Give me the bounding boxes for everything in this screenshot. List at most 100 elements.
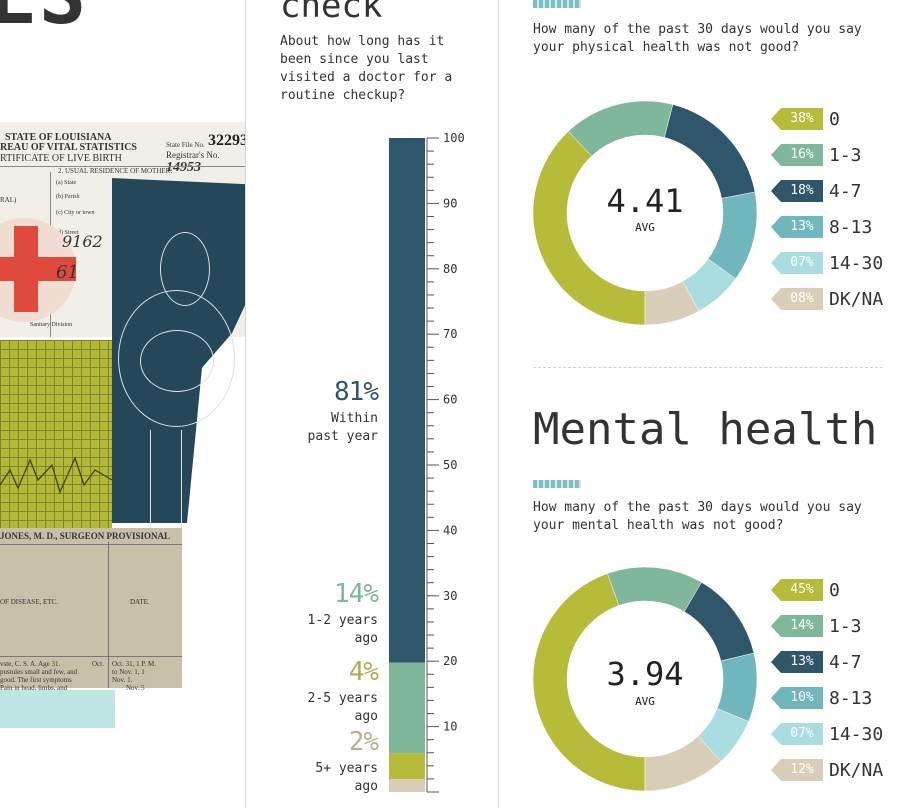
record-rule — [108, 542, 109, 688]
bar-segment-2 — [389, 753, 425, 780]
legend-tag: 08% — [771, 288, 823, 310]
medical-record-paper — [0, 528, 182, 688]
legend-tag: 38% — [771, 108, 823, 130]
rural-label: RAL) — [0, 196, 17, 204]
record-rule — [0, 544, 182, 545]
legend-swatch — [771, 687, 823, 709]
physical-avg-value: 4.41 — [606, 182, 684, 220]
street-field-label: (d) Street — [56, 230, 79, 236]
date-label: DATE. — [130, 598, 150, 606]
legend-category: 1-3 — [829, 145, 862, 166]
ecg-grid-paper — [0, 340, 112, 530]
record-note: good. The first symptoms — [0, 676, 72, 684]
mental-question: How many of the past 30 days would you s… — [533, 500, 862, 533]
segment-percent-0: 81% — [334, 377, 379, 407]
legend-percent: 12% — [790, 762, 814, 777]
y-tick-label: 80 — [443, 262, 457, 276]
handwritten-number: 61 — [56, 262, 79, 283]
legend-swatch — [771, 288, 823, 310]
donut-slice-2 — [684, 581, 755, 662]
state-file-number: 32293 — [208, 132, 245, 149]
legend-tag: 12% — [771, 759, 823, 781]
legend-category: DK/NA — [829, 760, 884, 781]
ecg-trace — [0, 456, 112, 494]
teal-paper-scrap — [0, 690, 115, 728]
residence-label: 2. USUAL RESIDENCE OF MOTHER: — [58, 167, 173, 175]
cert-rule — [0, 166, 245, 167]
squiggle-divider — [533, 0, 581, 8]
state-file-label: State File No. — [166, 141, 205, 149]
y-tick-label: 100 — [443, 131, 465, 145]
segment-percent-3: 2% — [348, 727, 379, 757]
legend-swatch — [771, 651, 823, 673]
record-note: Pain in head, limbs, and — [0, 684, 68, 692]
legend-percent: 10% — [790, 690, 814, 705]
legend-swatch — [771, 144, 823, 166]
segment-label-2: 2-5 years ago — [307, 691, 378, 724]
handwritten-number: 9162 — [62, 232, 103, 251]
legend-category: 0 — [829, 580, 840, 601]
segment-percent-2: 4% — [348, 657, 379, 687]
segment-label-1: 1-2 years ago — [307, 613, 378, 646]
record-date: Oct. 31, 1 P. M. — [112, 660, 156, 668]
parish-field-label: (b) Parish — [56, 194, 80, 200]
physical-avg-label: AVG — [635, 221, 655, 234]
donut-slice-5 — [644, 281, 700, 326]
legend-category: 8-13 — [829, 217, 873, 238]
segment-percent-1: 14% — [334, 579, 379, 609]
column-divider — [498, 0, 499, 808]
cert-state-line: STATE OF LOUISIANA — [5, 132, 112, 143]
legend-category: 14-30 — [829, 253, 884, 274]
red-cross-icon — [0, 257, 76, 281]
collage-illustration: ES STATE OF LOUISIANA REAU OF VITAL STAT… — [0, 0, 245, 808]
city-field-label: (c) City or town — [56, 210, 95, 216]
segment-label-3: 5+ years ago — [315, 761, 378, 794]
legend-category: 0 — [829, 109, 840, 130]
y-tick-label: 40 — [443, 523, 457, 537]
legend-tag: 10% — [771, 687, 823, 709]
record-date: Oct. — [92, 660, 104, 668]
donut-slice-0 — [532, 131, 646, 326]
legend-tag: 16% — [771, 144, 823, 166]
legend-tag: 07% — [771, 252, 823, 274]
physical-question: How many of the past 30 days would you s… — [533, 22, 862, 55]
y-tick-label: 90 — [443, 196, 457, 210]
legend-percent: 08% — [790, 291, 814, 306]
legend-percent: 38% — [790, 111, 814, 126]
y-tick-label: 20 — [443, 654, 457, 668]
mental-avg-value: 3.94 — [606, 655, 684, 693]
legend-percent: 07% — [790, 255, 814, 270]
legend-swatch — [771, 723, 823, 745]
record-note: vste, C. S. A. Age 31. — [0, 660, 61, 668]
record-rule — [0, 656, 182, 657]
heart-outline — [160, 232, 210, 306]
record-date: Nov. 5 — [126, 684, 145, 692]
legend-swatch — [771, 579, 823, 601]
legend-percent: 14% — [790, 618, 814, 633]
bar-segment-3 — [389, 779, 425, 792]
y-tick-label: 60 — [443, 393, 457, 407]
legend-category: 14-30 — [829, 724, 884, 745]
legend-percent: 18% — [790, 183, 814, 198]
legend-category: 8-13 — [829, 688, 873, 709]
y-tick-label: 50 — [443, 458, 457, 472]
sanitary-label: Sanitary Division — [30, 322, 73, 328]
legend-percent: 13% — [790, 654, 814, 669]
legend-percent: 16% — [790, 147, 814, 162]
legend-swatch — [771, 180, 823, 202]
donut-slice-1 — [607, 566, 702, 612]
mental-avg-label: AVG — [635, 695, 655, 708]
heart-vessel — [150, 430, 182, 530]
legend-swatch — [771, 759, 823, 781]
legend-percent: 07% — [790, 726, 814, 741]
legend-tag: 45% — [771, 579, 823, 601]
mental-donut-chart — [532, 566, 758, 792]
legend-tag: 14% — [771, 615, 823, 637]
legend-tag: 13% — [771, 216, 823, 238]
y-tick-label: 10 — [443, 720, 457, 734]
section-divider — [533, 367, 883, 368]
cert-title-line: RTIFICATE OF LIVE BIRTH — [0, 153, 122, 164]
physical-donut-chart — [532, 100, 758, 326]
record-date: Nov. 1. — [112, 676, 133, 684]
legend-swatch — [771, 108, 823, 130]
